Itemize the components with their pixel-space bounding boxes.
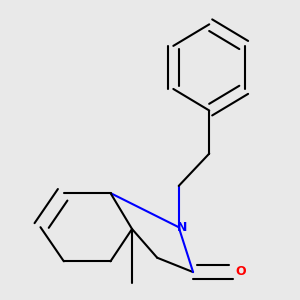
Text: N: N [176,221,187,234]
Text: O: O [235,265,246,278]
